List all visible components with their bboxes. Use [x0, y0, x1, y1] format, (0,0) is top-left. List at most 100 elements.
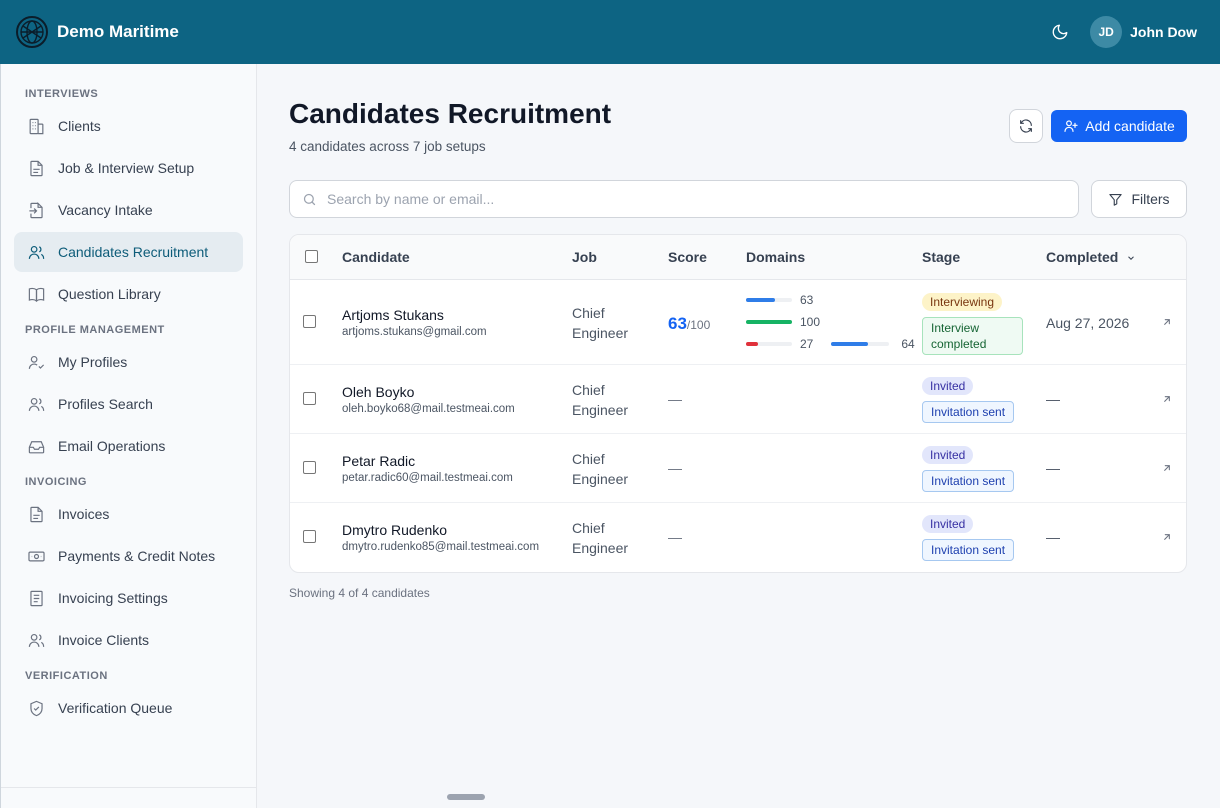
column-header-stage[interactable]: Stage: [922, 249, 961, 265]
table-row[interactable]: Dmytro Rudenko dmytro.rudenko85@mail.tes…: [290, 503, 1186, 572]
completed-date: —: [1046, 460, 1060, 476]
sidebar-item-label: Invoice Clients: [58, 632, 150, 648]
domain-value: 100: [800, 315, 821, 329]
sidebar-item-profiles-search[interactable]: Profiles Search: [14, 384, 243, 424]
sidebar-item-payments-credit-notes[interactable]: Payments & Credit Notes: [14, 536, 243, 576]
banknote-icon: [26, 546, 46, 566]
top-bar: Demo Maritime JD John Dow: [0, 0, 1220, 64]
sidebar-item-job-interview-setup[interactable]: Job & Interview Setup: [14, 148, 243, 188]
stage-tag: Interview completed: [922, 317, 1023, 355]
domain-bar-track: [746, 320, 792, 324]
table-row[interactable]: Oleh Boyko oleh.boyko68@mail.testmeai.co…: [290, 365, 1186, 434]
sidebar-item-label: Invoicing Settings: [58, 590, 168, 606]
stage-badge: Invited: [922, 515, 974, 533]
completed-date: —: [1046, 529, 1060, 545]
domain-bar: 100: [746, 315, 820, 329]
job-title: Chief Engineer: [572, 520, 629, 556]
domain-bar-track: [746, 298, 792, 302]
refresh-icon: [1020, 119, 1032, 133]
sidebar-item-invoice-clients[interactable]: Invoice Clients: [14, 620, 243, 660]
filter-icon: [1109, 193, 1123, 206]
sidebar-item-invoicing-settings[interactable]: Invoicing Settings: [14, 578, 243, 618]
score-empty: —: [668, 460, 682, 476]
table-row[interactable]: Petar Radic petar.radic60@mail.testmeai.…: [290, 434, 1186, 503]
domain-value: 27: [800, 337, 814, 351]
domain-value: 64: [901, 337, 915, 351]
row-checkbox[interactable]: [303, 315, 316, 328]
table-header: Candidate Job Score Domains Stage Comple…: [290, 235, 1186, 280]
domain-bar-track: [831, 342, 890, 346]
row-checkbox[interactable]: [303, 461, 316, 474]
sidebar-item-candidates-recruitment[interactable]: Candidates Recruitment: [14, 232, 243, 272]
stage-tag: Invitation sent: [922, 470, 1015, 492]
completed-date: Aug 27, 2026: [1046, 315, 1130, 331]
column-header-completed[interactable]: Completed: [1046, 249, 1136, 265]
search-input[interactable]: [327, 191, 1027, 207]
filters-button[interactable]: Filters: [1091, 180, 1187, 218]
section-label-profile-management: PROFILE MANAGEMENT: [25, 324, 165, 336]
sidebar-item-invoices[interactable]: Invoices: [14, 494, 243, 534]
search-icon: [303, 193, 316, 205]
candidate-name: Oleh Boyko: [342, 384, 415, 400]
sidebar-item-label: Clients: [58, 118, 101, 134]
open-external-icon[interactable]: [1160, 315, 1174, 329]
open-external-icon[interactable]: [1160, 530, 1174, 544]
inbox-icon: [26, 436, 46, 456]
candidates-table: Candidate Job Score Domains Stage Comple…: [289, 234, 1187, 573]
table-row[interactable]: Artjoms Stukans artjoms.stukans@gmail.co…: [290, 281, 1186, 365]
user-name[interactable]: John Dow: [1130, 24, 1197, 40]
sidebar-item-question-library[interactable]: Question Library: [14, 274, 243, 314]
list-document-icon: [26, 588, 46, 608]
score-value: 63: [668, 314, 687, 333]
domain-bar: 63: [746, 293, 813, 307]
sidebar-divider: [1, 787, 257, 788]
column-header-job[interactable]: Job: [572, 249, 597, 265]
row-checkbox[interactable]: [303, 392, 316, 405]
stage-badge: Invited: [922, 446, 974, 464]
domain-value: 63: [800, 293, 814, 307]
candidate-name: Artjoms Stukans: [342, 307, 444, 323]
brand-name[interactable]: Demo Maritime: [57, 22, 179, 41]
domain-bar-fill: [831, 342, 869, 346]
main-content: Candidates Recruitment 4 candidates acro…: [257, 64, 1220, 808]
refresh-button[interactable]: [1009, 109, 1043, 143]
sidebar-item-my-profiles[interactable]: My Profiles: [14, 342, 243, 382]
sidebar-item-vacancy-intake[interactable]: Vacancy Intake: [14, 190, 243, 230]
column-header-candidate[interactable]: Candidate: [342, 249, 410, 265]
dark-mode-toggle-icon[interactable]: [1048, 20, 1072, 44]
sidebar-item-label: Payments & Credit Notes: [58, 548, 216, 564]
column-header-domains[interactable]: Domains: [746, 249, 806, 265]
candidate-email: oleh.boyko68@mail.testmeai.com: [342, 403, 515, 415]
globe-logo-icon[interactable]: [16, 16, 48, 48]
sidebar-item-label: Email Operations: [58, 438, 166, 454]
book-icon: [26, 284, 46, 304]
column-header-score[interactable]: Score: [668, 249, 707, 265]
add-candidate-label: Add candidate: [1085, 118, 1175, 134]
open-external-icon[interactable]: [1160, 461, 1174, 475]
sidebar-item-label: My Profiles: [58, 354, 128, 370]
open-external-icon[interactable]: [1160, 392, 1174, 406]
select-all-checkbox[interactable]: [305, 250, 318, 263]
completed-date: —: [1046, 391, 1060, 407]
add-candidate-button[interactable]: Add candidate: [1051, 110, 1187, 142]
sidebar-item-verification-queue[interactable]: Verification Queue: [14, 688, 243, 728]
domain-bar-fill: [746, 320, 792, 324]
scroll-handle[interactable]: [447, 794, 485, 800]
domain-bar-track: [746, 342, 792, 346]
sidebar-item-email-operations[interactable]: Email Operations: [14, 426, 243, 466]
sidebar-item-label: Invoices: [58, 506, 110, 522]
score-empty: —: [668, 529, 682, 545]
pagination-summary: Showing 4 of 4 candidates: [289, 586, 430, 600]
sidebar-item-label: Vacancy Intake: [58, 202, 153, 218]
stage-badge: Interviewing: [922, 293, 1003, 311]
sidebar-item-label: Job & Interview Setup: [58, 160, 195, 176]
stage-badge: Invited: [922, 377, 974, 395]
sidebar-item-clients[interactable]: Clients: [14, 106, 243, 146]
section-label-verification: VERIFICATION: [25, 670, 108, 682]
users-icon: [26, 630, 46, 650]
row-checkbox[interactable]: [303, 530, 316, 543]
score-empty: —: [668, 391, 682, 407]
avatar[interactable]: JD: [1090, 16, 1123, 48]
candidate-name: Petar Radic: [342, 453, 416, 469]
sidebar: INTERVIEWS Clients Job & Interview Setup…: [0, 64, 257, 808]
